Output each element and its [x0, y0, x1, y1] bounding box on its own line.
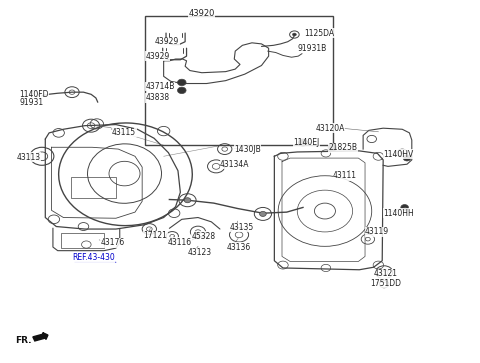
Bar	[144, 16, 333, 146]
Text: 1430JB: 1430JB	[234, 144, 261, 154]
Bar	[71, 177, 116, 198]
Circle shape	[400, 151, 404, 154]
Text: 17121: 17121	[144, 231, 168, 240]
Circle shape	[403, 155, 411, 161]
Text: 43121: 43121	[373, 269, 397, 278]
Text: 91931B: 91931B	[297, 44, 326, 53]
Bar	[61, 233, 104, 248]
Text: 1751DD: 1751DD	[370, 278, 401, 287]
Circle shape	[328, 144, 337, 151]
Circle shape	[292, 33, 296, 36]
Text: 91931: 91931	[20, 98, 44, 107]
Text: 43111: 43111	[333, 171, 357, 180]
FancyArrow shape	[33, 333, 48, 341]
Circle shape	[178, 79, 186, 86]
Text: FR.: FR.	[15, 336, 31, 345]
Text: 1140HV: 1140HV	[383, 150, 413, 159]
Text: 43119: 43119	[365, 228, 389, 236]
Text: 1140EJ: 1140EJ	[293, 138, 320, 147]
Text: 43136: 43136	[227, 242, 251, 252]
Text: 43116: 43116	[168, 237, 192, 246]
Text: 43115: 43115	[112, 128, 136, 137]
Text: 43113: 43113	[17, 152, 41, 162]
Text: 1140HH: 1140HH	[383, 209, 414, 218]
Circle shape	[260, 211, 266, 216]
Text: 43714B: 43714B	[145, 82, 175, 91]
Circle shape	[178, 87, 186, 94]
Text: 43120A: 43120A	[315, 124, 345, 133]
Text: 43123: 43123	[188, 248, 212, 257]
Text: 43838: 43838	[145, 93, 169, 102]
Text: 1140FD: 1140FD	[20, 90, 49, 99]
Circle shape	[401, 205, 408, 210]
Text: 45328: 45328	[192, 232, 216, 241]
Circle shape	[184, 198, 191, 203]
Text: REF.43-430: REF.43-430	[72, 253, 115, 262]
Circle shape	[298, 139, 308, 146]
Text: 43920: 43920	[189, 9, 215, 19]
Text: 21825B: 21825B	[329, 143, 358, 152]
Text: 43929: 43929	[145, 52, 170, 61]
Text: 43929: 43929	[155, 37, 180, 46]
Text: 43176: 43176	[101, 238, 125, 247]
Text: 1125DA: 1125DA	[304, 29, 335, 38]
Text: 43134A: 43134A	[220, 160, 250, 169]
Text: 43135: 43135	[229, 223, 254, 232]
